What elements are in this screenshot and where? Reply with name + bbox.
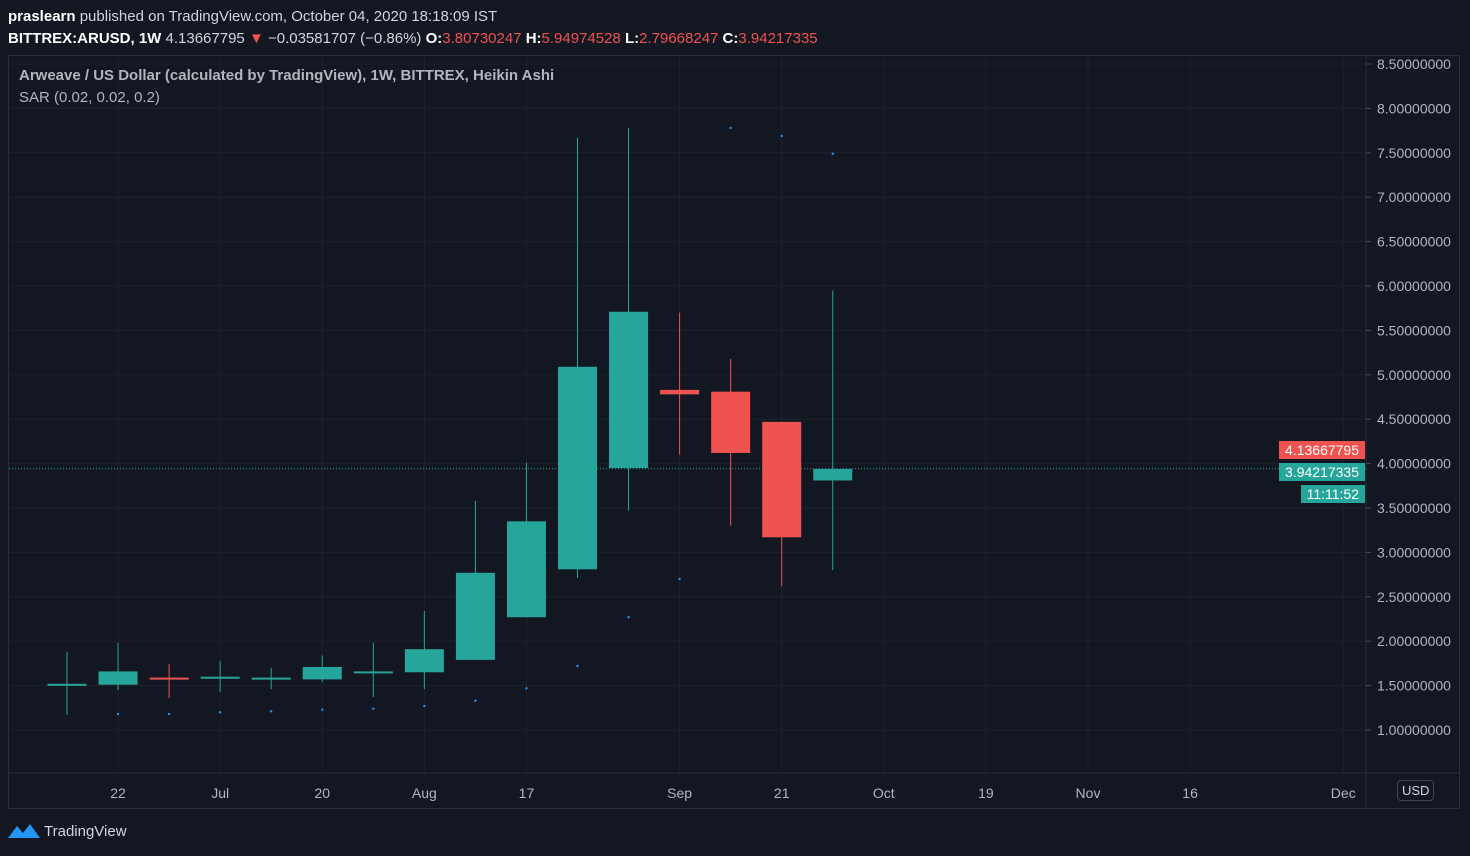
sar-dot: [218, 711, 222, 714]
sar-dot: [372, 707, 375, 710]
sar-dot: [627, 616, 630, 619]
x-tick-label: Aug: [412, 785, 437, 801]
last-price-badge: 4.13667795: [1279, 441, 1365, 459]
candle-up: [404, 649, 444, 673]
tradingview-logo[interactable]: TradingView: [8, 822, 127, 840]
sar-dot: [678, 577, 681, 581]
candle-up: [558, 366, 597, 570]
y-tick-label: 1.50000000: [1377, 678, 1451, 694]
sar-dot: [321, 708, 324, 711]
candle-down: [762, 421, 802, 538]
x-tick-label: Sep: [667, 785, 692, 801]
sar-dot: [423, 704, 426, 708]
symbol: BITTREX:ARUSD, 1W: [8, 30, 162, 47]
close-price-badge: 3.94217335: [1279, 463, 1365, 481]
brand-name: TradingView: [44, 822, 127, 840]
y-tick-label: 4.50000000: [1377, 411, 1451, 427]
low-label: L:: [624, 30, 640, 47]
last-price: 4.13667795: [165, 30, 245, 47]
y-tick-label: 1.00000000: [1377, 722, 1451, 738]
chart-legend-title: Arweave / US Dollar (calculated by Tradi…: [19, 67, 555, 84]
published-text: published on TradingView.com, October 04…: [79, 8, 498, 25]
y-tick-label: 2.50000000: [1377, 589, 1451, 605]
x-tick-label: 20: [314, 785, 330, 801]
sar-dot: [831, 152, 834, 155]
x-tick-label: Nov: [1076, 785, 1101, 801]
open-value: 3.80730247: [442, 30, 522, 47]
candle-up: [609, 311, 649, 469]
candle-up: [251, 677, 291, 680]
candle-up: [98, 671, 138, 685]
y-tick-label: 8.00000000: [1377, 100, 1451, 116]
sar-dot: [167, 712, 171, 716]
y-tick-label: 8.50000000: [1377, 56, 1451, 72]
y-tick-label: 5.50000000: [1377, 322, 1451, 338]
currency-button[interactable]: USD: [1397, 780, 1435, 801]
y-tick-label: 6.00000000: [1377, 278, 1451, 294]
down-arrow-icon: ▼: [248, 30, 264, 47]
sar-dot: [270, 710, 273, 713]
x-tick-label: 21: [774, 785, 790, 801]
candle-down: [711, 391, 751, 453]
x-tick-label: 17: [519, 785, 535, 801]
sar-dot: [576, 664, 579, 668]
x-tick-label: 19: [978, 785, 994, 801]
sar-dot: [780, 134, 783, 138]
sar-dot: [525, 687, 528, 690]
y-tick-label: 4.00000000: [1377, 456, 1451, 472]
y-tick-label: 2.00000000: [1377, 633, 1451, 649]
x-tick-label: Jul: [211, 785, 229, 801]
y-tick-label: 3.50000000: [1377, 500, 1451, 516]
candle-up: [506, 521, 546, 618]
bar-countdown-badge: 11:11:52: [1300, 485, 1365, 503]
candle-up: [813, 468, 853, 481]
sar-dot: [474, 699, 477, 702]
close-value: 3.94217335: [738, 30, 818, 47]
chart-container[interactable]: [8, 55, 1460, 809]
high-label: H:: [525, 30, 542, 47]
y-tick-label: 5.00000000: [1377, 367, 1451, 383]
ohlc-line: BITTREX:ARUSD, 1W 4.13667795 ▼ −0.035817…: [8, 30, 818, 47]
sar-dot: [729, 126, 732, 130]
price-change: −0.03581707 (−0.86%): [267, 30, 422, 47]
x-tick-label: 16: [1182, 785, 1198, 801]
candle-down: [149, 677, 189, 680]
candle-up: [302, 666, 342, 680]
sar-dot: [116, 712, 120, 716]
author: praslearn: [8, 8, 76, 25]
y-tick-label: 7.50000000: [1377, 145, 1451, 161]
candle-up: [353, 671, 393, 674]
y-tick-label: 7.00000000: [1377, 189, 1451, 205]
x-tick-label: Dec: [1331, 785, 1356, 801]
low-value: 2.79668247: [639, 30, 719, 47]
x-tick-label: Oct: [873, 785, 895, 801]
close-label: C:: [722, 30, 739, 47]
publish-info: praslearn published on TradingView.com, …: [8, 8, 497, 25]
high-value: 5.94974528: [541, 30, 621, 47]
x-tick-label: 22: [110, 785, 126, 801]
candle-down: [660, 389, 700, 395]
y-tick-label: 6.50000000: [1377, 234, 1451, 250]
y-tick-label: 3.00000000: [1377, 544, 1451, 560]
open-label: O:: [425, 30, 443, 47]
candle-up: [455, 572, 495, 660]
tradingview-logo-icon: [8, 824, 40, 838]
candle-up: [200, 676, 240, 679]
sar-indicator-legend[interactable]: SAR (0.02, 0.02, 0.2): [19, 89, 160, 106]
candle-up: [47, 683, 87, 686]
